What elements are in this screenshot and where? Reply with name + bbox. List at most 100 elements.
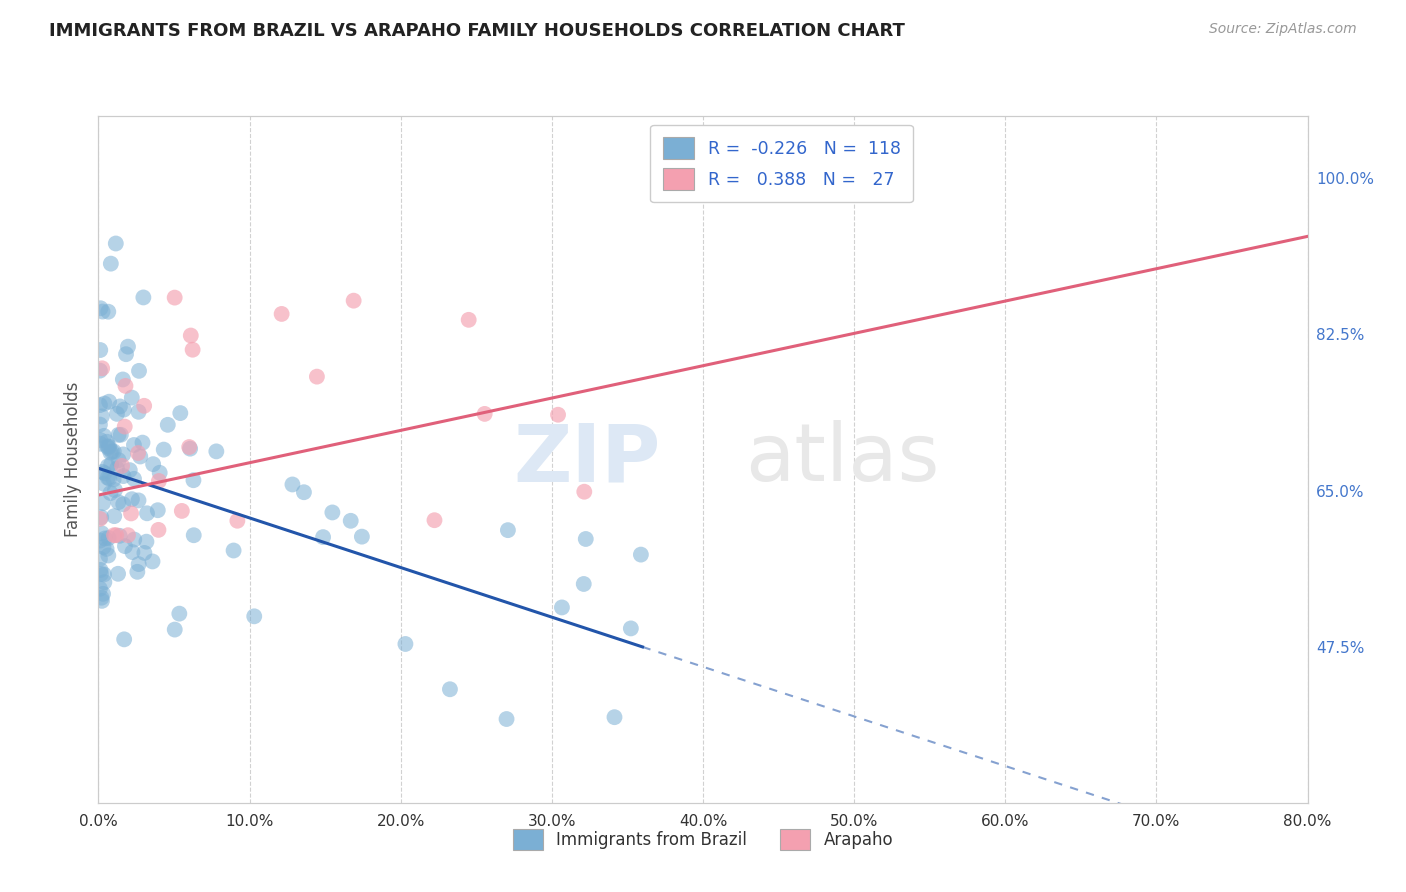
Point	[90, 510, 112, 524]
Point	[394, 637, 416, 651]
Point	[122, 472, 145, 486]
Point	[350, 530, 373, 544]
Point	[547, 408, 569, 422]
Point	[575, 532, 598, 546]
Point	[108, 529, 131, 543]
Point	[100, 445, 122, 459]
Point	[118, 463, 141, 477]
Point	[112, 469, 135, 483]
Point	[90, 566, 112, 581]
Point	[103, 444, 125, 458]
Point	[98, 394, 121, 409]
Point	[93, 396, 115, 410]
Point	[107, 495, 129, 509]
Point	[104, 483, 127, 497]
Point	[169, 406, 191, 420]
Point	[179, 440, 201, 454]
Point	[321, 505, 343, 519]
Point	[222, 543, 245, 558]
Point	[243, 609, 266, 624]
Point	[101, 444, 124, 458]
Point	[129, 450, 152, 464]
Point	[122, 438, 145, 452]
Point	[149, 466, 172, 480]
Point	[112, 447, 135, 461]
Point	[93, 575, 115, 590]
Point	[91, 587, 114, 601]
Point	[134, 399, 156, 413]
Point	[135, 534, 157, 549]
Point	[107, 453, 129, 467]
Point	[496, 523, 519, 537]
Point	[270, 307, 292, 321]
Point	[105, 461, 128, 475]
Point	[89, 533, 111, 548]
Point	[136, 506, 159, 520]
Point	[474, 407, 496, 421]
Point	[141, 554, 163, 568]
Point	[312, 530, 335, 544]
Point	[90, 526, 112, 541]
Point	[122, 533, 145, 547]
Point	[89, 301, 111, 316]
Point	[183, 473, 205, 487]
Point	[574, 484, 596, 499]
Point	[97, 531, 120, 545]
Text: ZIP: ZIP	[513, 420, 661, 499]
Point	[170, 504, 193, 518]
Point	[91, 465, 114, 479]
Point	[89, 363, 111, 377]
Point	[91, 594, 114, 608]
Point	[183, 528, 205, 542]
Point	[142, 457, 165, 471]
Point	[97, 459, 120, 474]
Point	[114, 419, 136, 434]
Point	[127, 565, 149, 579]
Point	[163, 291, 186, 305]
Point	[181, 343, 204, 357]
Point	[114, 379, 136, 393]
Point	[305, 369, 328, 384]
Point	[169, 607, 191, 621]
Point	[128, 493, 150, 508]
Point	[423, 513, 446, 527]
Point	[96, 439, 118, 453]
Point	[93, 467, 115, 481]
Point	[89, 436, 111, 450]
Point	[107, 427, 129, 442]
Text: Source: ZipAtlas.com: Source: ZipAtlas.com	[1209, 22, 1357, 37]
Point	[89, 417, 111, 432]
Point	[128, 405, 150, 419]
Point	[112, 402, 135, 417]
Point	[148, 474, 170, 488]
Point	[128, 364, 150, 378]
Point	[457, 313, 479, 327]
Point	[121, 545, 143, 559]
Point	[97, 471, 120, 485]
Point	[100, 486, 122, 500]
Point	[281, 477, 304, 491]
Point	[100, 257, 122, 271]
Point	[620, 621, 643, 635]
Point	[103, 473, 125, 487]
Point	[93, 540, 115, 554]
Point	[114, 539, 136, 553]
Point	[179, 442, 201, 456]
Point	[112, 632, 135, 647]
Point	[339, 514, 361, 528]
Point	[90, 409, 112, 424]
Point	[117, 528, 139, 542]
Point	[108, 400, 131, 414]
Point	[112, 497, 135, 511]
Point	[105, 407, 128, 421]
Point	[603, 710, 626, 724]
Point	[572, 577, 595, 591]
Point	[89, 433, 111, 447]
Point	[91, 496, 114, 510]
Point	[152, 442, 174, 457]
Point	[98, 471, 121, 485]
Point	[117, 340, 139, 354]
Point	[107, 566, 129, 581]
Point	[100, 457, 122, 471]
Point	[98, 440, 121, 454]
